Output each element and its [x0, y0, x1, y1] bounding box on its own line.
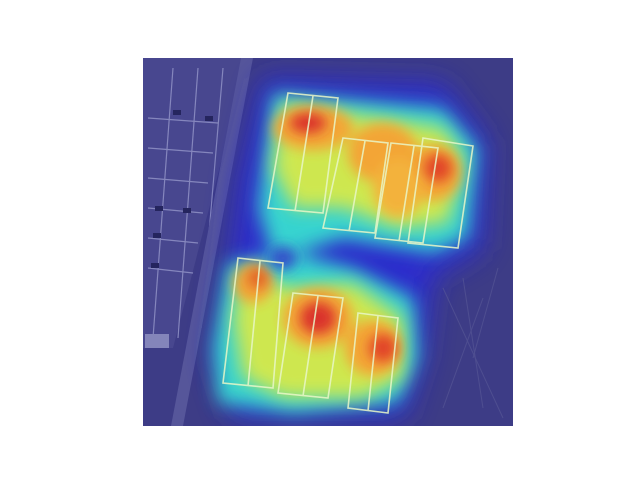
parking-lot — [143, 58, 248, 348]
heatmap-svg — [143, 58, 513, 426]
trees — [442, 267, 504, 419]
heatmap-image — [143, 58, 513, 426]
tennis-court-lines — [222, 92, 474, 414]
heatmap-overlay — [213, 78, 488, 418]
road — [171, 58, 253, 426]
